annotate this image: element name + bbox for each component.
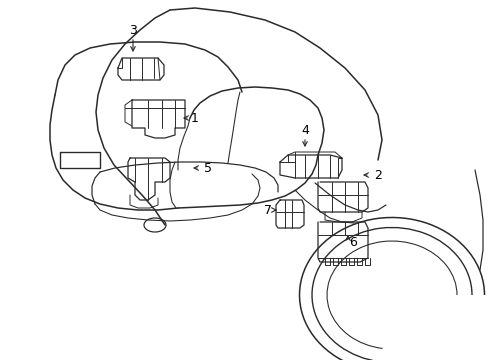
Text: 2: 2 bbox=[373, 168, 381, 181]
Text: 4: 4 bbox=[301, 123, 308, 136]
Text: 1: 1 bbox=[191, 112, 199, 125]
Text: 7: 7 bbox=[264, 203, 271, 216]
Text: 3: 3 bbox=[129, 23, 137, 36]
Text: 5: 5 bbox=[203, 162, 212, 175]
Text: 6: 6 bbox=[348, 235, 356, 248]
